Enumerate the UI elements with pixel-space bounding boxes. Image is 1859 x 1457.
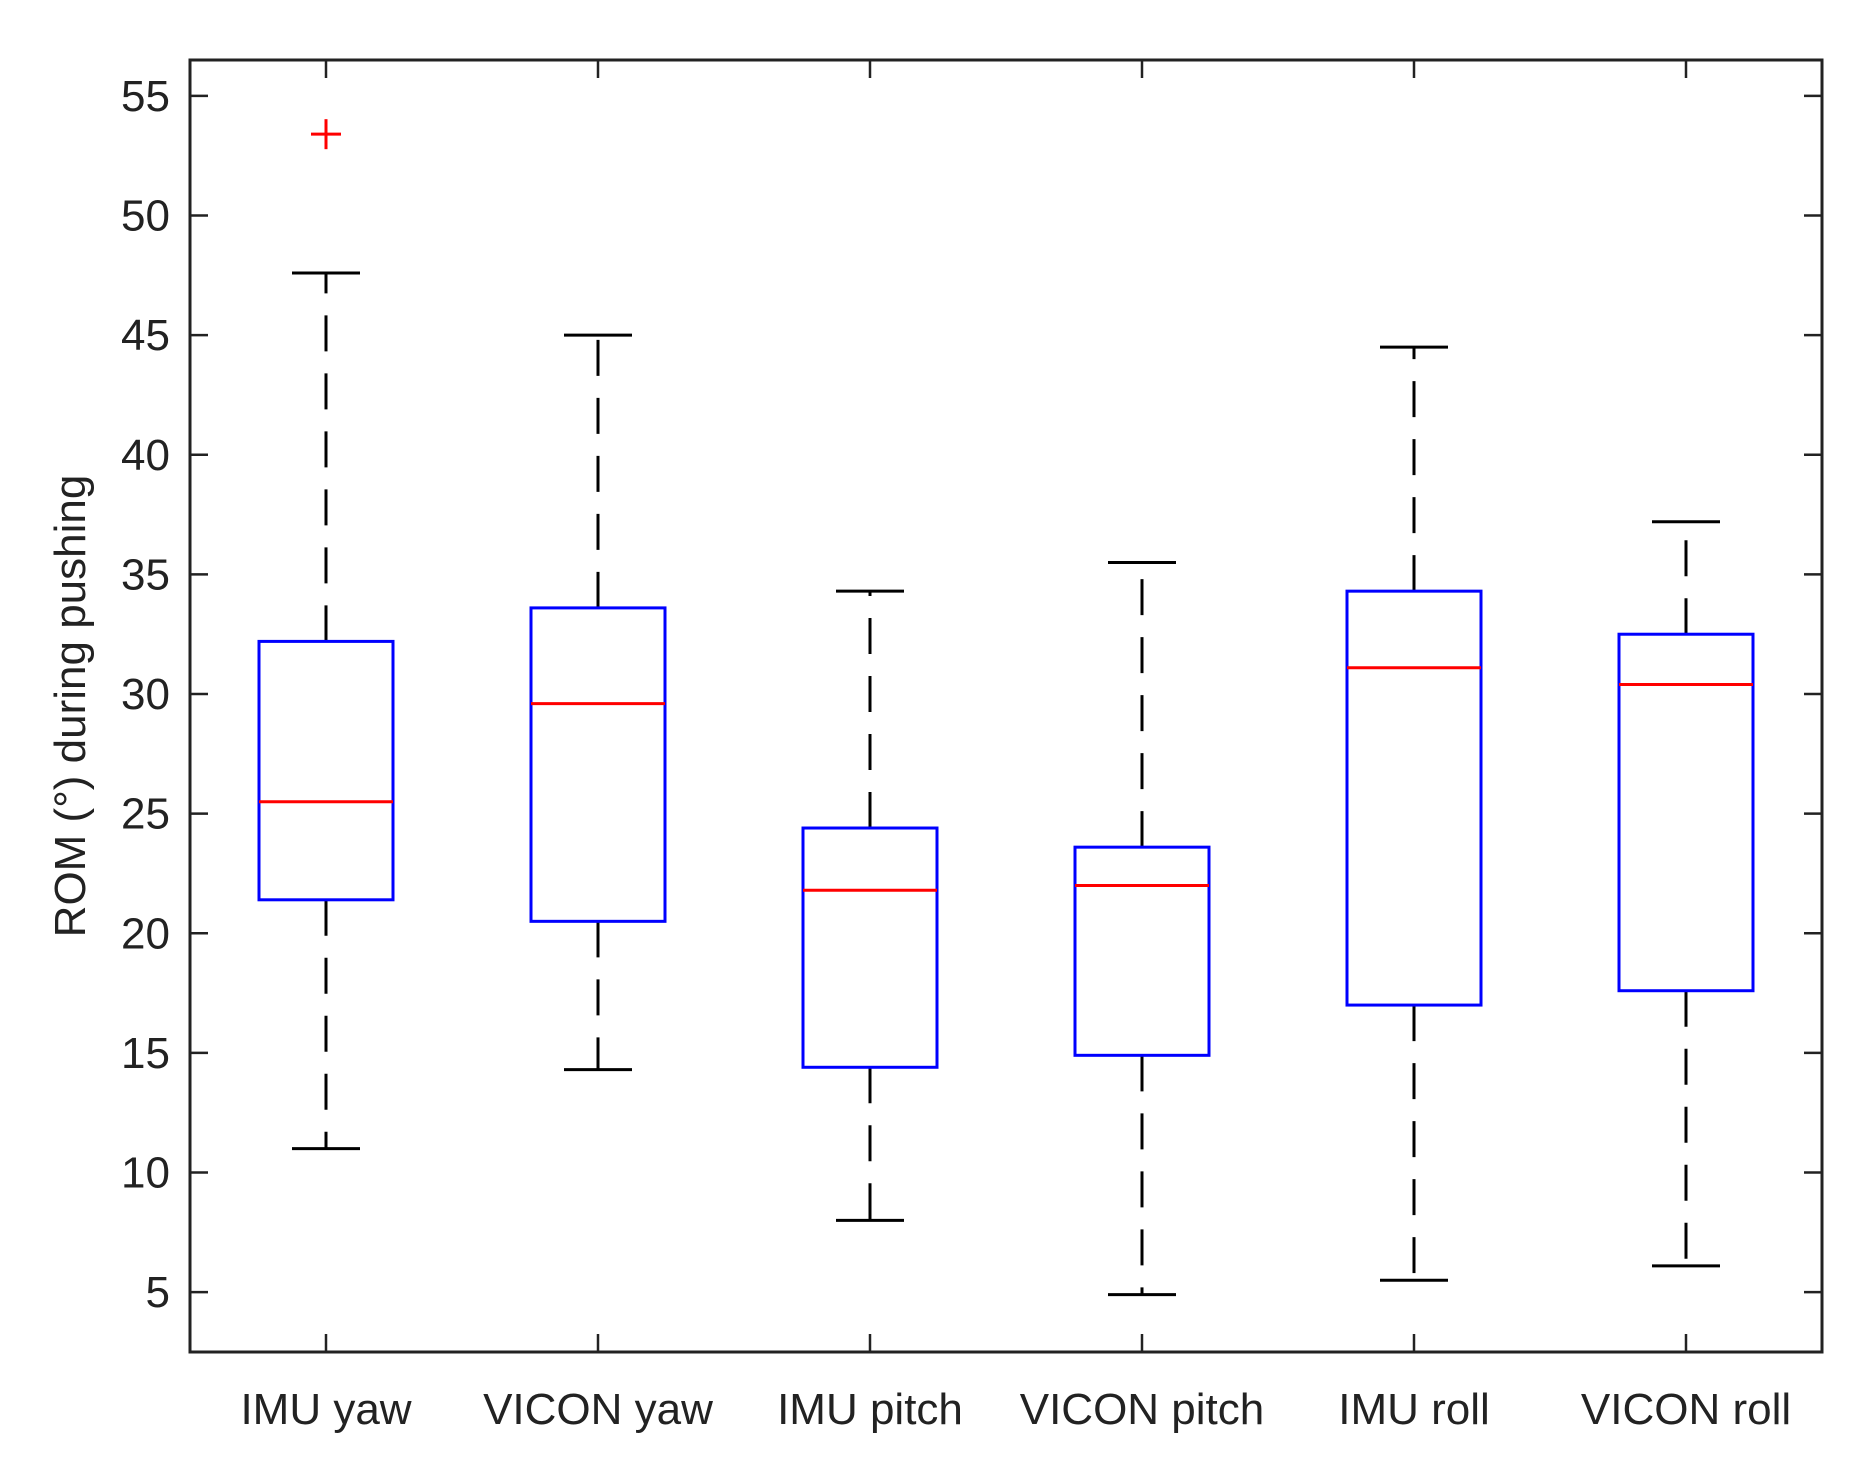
box-group xyxy=(801,589,939,1222)
iqr-box xyxy=(1617,632,1755,993)
outlier-marker xyxy=(311,119,341,150)
plot-frame xyxy=(188,58,1824,1354)
x-tick-label: VICON yaw xyxy=(483,1385,713,1434)
iqr-box xyxy=(529,606,667,923)
box-group xyxy=(1345,345,1483,1282)
box-group xyxy=(257,119,395,1151)
y-tick-label: 35 xyxy=(121,550,170,599)
boxes xyxy=(257,119,1755,1297)
y-tick-label: 40 xyxy=(121,431,170,480)
y-tick-label: 5 xyxy=(146,1268,170,1317)
x-tick-label: IMU pitch xyxy=(777,1385,963,1434)
y-tick-label: 10 xyxy=(121,1149,170,1198)
x-tick-labels: IMU yaw VICON yaw IMU pitch VICON pitch IMU … xyxy=(240,1385,1791,1434)
x-tick-label: VICON pitch xyxy=(1020,1385,1265,1434)
y-tick-label: 20 xyxy=(121,909,170,958)
y-axis-label: ROM (°) during pushing xyxy=(46,475,95,938)
x-tick-label: VICON roll xyxy=(1581,1385,1791,1434)
iqr-box xyxy=(1073,845,1211,1057)
iqr-box xyxy=(801,826,939,1069)
x-tick-label: IMU roll xyxy=(1338,1385,1490,1434)
y-tick-label: 45 xyxy=(121,311,170,360)
box-group xyxy=(529,333,667,1072)
x-tick-label: IMU yaw xyxy=(240,1385,411,1434)
y-tick-label: 50 xyxy=(121,192,170,241)
box-group xyxy=(1617,520,1755,1268)
iqr-box xyxy=(257,639,395,902)
y-tick-labels: 5 10 15 20 25 30 35 40 45 50 55 xyxy=(121,72,170,1317)
y-tick-label: 55 xyxy=(121,72,170,121)
tick-marks xyxy=(190,60,1822,1352)
y-tick-label: 30 xyxy=(121,670,170,719)
box-group xyxy=(1073,560,1211,1297)
y-tick-label: 15 xyxy=(121,1029,170,1078)
y-tick-label: 25 xyxy=(121,790,170,839)
iqr-box xyxy=(1345,589,1483,1007)
